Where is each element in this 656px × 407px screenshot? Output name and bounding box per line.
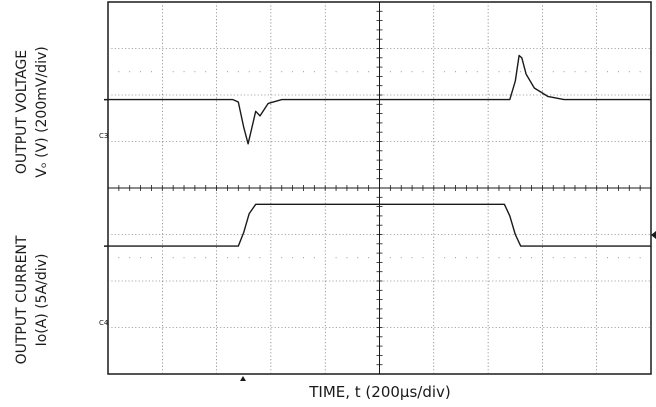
grid-minor-dot	[563, 257, 565, 259]
grid-minor-dot	[357, 71, 359, 73]
grid-minor-dot	[118, 257, 120, 259]
grid-minor-dot	[259, 71, 261, 73]
grid-minor-dot	[226, 71, 228, 73]
grid-minor-dot	[346, 71, 348, 73]
grid-minor-dot	[292, 257, 294, 259]
grid-minor-dot	[237, 257, 239, 259]
grid-minor-dot	[455, 71, 457, 73]
grid-minor-dot	[465, 257, 467, 259]
grid-minor-dot	[205, 71, 207, 73]
grid-minor-dot	[248, 257, 250, 259]
grid-minor-dot	[520, 257, 522, 259]
grid-minor-dot	[400, 71, 402, 73]
grid-minor-dot	[628, 257, 630, 259]
grid-minor-dot	[172, 71, 174, 73]
grid-minor-dot	[531, 71, 533, 73]
grid-minor-dot	[639, 257, 641, 259]
grid-minor-dot	[313, 71, 315, 73]
channel-label-c3: C3	[99, 132, 108, 140]
grid-minor-dot	[313, 257, 315, 259]
grid-minor-dot	[357, 257, 359, 259]
grid-minor-dot	[444, 257, 446, 259]
traces	[104, 54, 651, 247]
grid-minor-dot	[302, 257, 304, 259]
grid-minor-dot	[368, 257, 370, 259]
grid-minor-dot	[237, 71, 239, 73]
grid-minor-dot	[129, 71, 131, 73]
grid-minor-dot	[183, 71, 185, 73]
grid-minor-dot	[140, 71, 142, 73]
grid-minor-dot	[531, 257, 533, 259]
trigger-marker-icon	[240, 376, 246, 381]
grid-minor-dot	[281, 71, 283, 73]
grid-minor-dot	[617, 71, 619, 73]
grid-minor-dot	[368, 71, 370, 73]
grid-minor-dot	[509, 257, 511, 259]
grid-minor-dot	[140, 257, 142, 259]
grid-minor-dot	[444, 71, 446, 73]
grid-minor-dot	[194, 257, 196, 259]
grid-minor-dot	[281, 257, 283, 259]
grid-minor-dot	[639, 71, 641, 73]
grid-minor-dot	[389, 257, 391, 259]
grid-minor-dot	[205, 257, 207, 259]
grid-minor-dot	[226, 257, 228, 259]
channel-label-c4: C4	[99, 319, 109, 327]
grid-minor-dot	[411, 71, 413, 73]
grid-minor-dot	[607, 257, 609, 259]
grid-minor-dot	[292, 71, 294, 73]
grid-minor-dot	[476, 257, 478, 259]
grid-minor-dot	[389, 71, 391, 73]
trace-c3	[108, 54, 651, 145]
grid-minor-dot	[455, 257, 457, 259]
grid-minor-dot	[498, 257, 500, 259]
grid-minor-dot	[118, 71, 120, 73]
x-axis-label: TIME, t (200μs/div)	[308, 383, 451, 401]
grid-minor-dot	[498, 71, 500, 73]
grid	[107, 1, 652, 375]
grid-minor-dot	[400, 257, 402, 259]
grid-minor-dot	[617, 257, 619, 259]
grid-minor-dot	[585, 71, 587, 73]
grid-minor-dot	[335, 257, 337, 259]
grid-minor-dot	[552, 71, 554, 73]
grid-minor-dot	[183, 257, 185, 259]
level-marker-icon	[651, 231, 656, 239]
y-axis-label-voltage-line2: Vₒ (V) (200mV/div)	[34, 46, 50, 177]
y-axis-label-current-line2: Io(A) (5A/div)	[34, 254, 50, 347]
grid-minor-dot	[248, 71, 250, 73]
grid-minor-dot	[346, 257, 348, 259]
grid-minor-dot	[607, 71, 609, 73]
grid-minor-dot	[194, 71, 196, 73]
grid-minor-dot	[628, 71, 630, 73]
grid-minor-dot	[476, 71, 478, 73]
grid-minor-dot	[411, 257, 413, 259]
y-axis-label-current-line1: OUTPUT CURRENT	[14, 235, 30, 364]
grid-minor-dot	[422, 71, 424, 73]
grid-minor-dot	[150, 71, 152, 73]
grid-minor-dot	[520, 71, 522, 73]
grid-minor-dot	[129, 257, 131, 259]
grid-minor-dot	[422, 257, 424, 259]
grid-minor-dot	[574, 71, 576, 73]
grid-minor-dot	[302, 71, 304, 73]
grid-minor-dot	[574, 257, 576, 259]
grid-minor-dot	[259, 257, 261, 259]
grid-minor-dot	[172, 257, 174, 259]
grid-minor-dot	[509, 71, 511, 73]
grid-minor-dot	[552, 257, 554, 259]
grid-minor-dot	[335, 71, 337, 73]
trace-c4	[108, 203, 651, 247]
grid-minor-dot	[150, 257, 152, 259]
grid-minor-dot	[563, 71, 565, 73]
grid-minor-dot	[585, 257, 587, 259]
grid-minor-dot	[465, 71, 467, 73]
y-axis-label-voltage-line1: OUTPUT VOLTAGE	[14, 50, 30, 174]
